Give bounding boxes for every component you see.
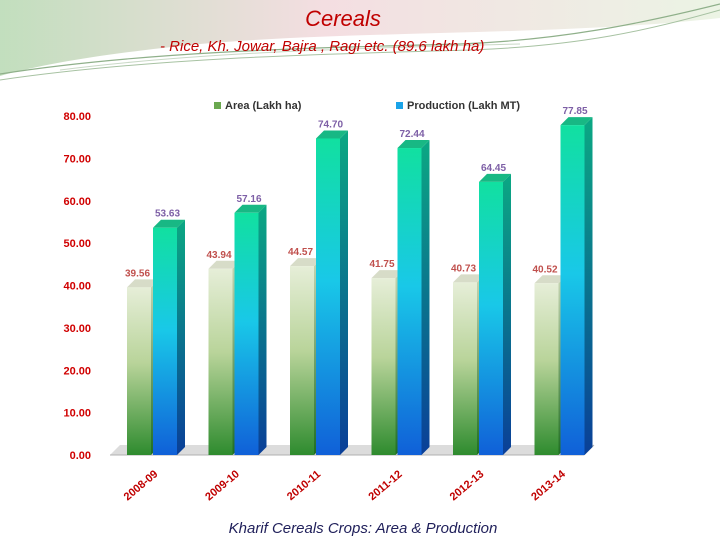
production-bar-side (258, 204, 267, 455)
production-bar-value-label: 72.44 (400, 129, 425, 140)
production-bar (153, 227, 177, 455)
area-bar-value-label: 43.94 (207, 250, 232, 261)
y-tick-label: 70.00 (63, 153, 91, 165)
production-bar (479, 181, 503, 455)
production-bar-side (584, 117, 593, 455)
x-tick-label: 2010-11 (285, 468, 323, 503)
production-bar-side (340, 130, 348, 456)
area-bar (453, 282, 477, 455)
production-bar (560, 125, 585, 455)
y-tick-label: 30.00 (63, 323, 91, 335)
production-bar-top (479, 173, 511, 182)
production-bar-top (397, 140, 430, 149)
production-bar-value-label: 64.45 (481, 163, 506, 174)
legend-swatch-area (214, 102, 221, 109)
area-bar-top (127, 279, 159, 288)
y-tick-label: 20.00 (63, 365, 91, 377)
y-tick-label: 10.00 (63, 408, 91, 420)
area-bar-top (534, 275, 567, 284)
production-bar-side (177, 219, 185, 455)
production-bar-value-label: 77.85 (563, 106, 588, 117)
production-bar-value-label: 57.16 (237, 194, 262, 205)
slide-subtitle: - Rice, Kh. Jowar, Bajra , Ragi etc. (89… (160, 38, 485, 55)
legend-label-area: Area (Lakh ha) (225, 100, 302, 112)
area-bar-value-label: 40.52 (533, 264, 558, 275)
area-bar-value-label: 40.73 (451, 263, 476, 274)
area-bar (127, 287, 151, 455)
y-tick-label: 0.00 (70, 450, 91, 462)
x-tick-label: 2013-14 (529, 468, 568, 504)
production-bar-top (234, 204, 267, 213)
area-bar-top (453, 274, 485, 283)
y-tick-label: 50.00 (63, 238, 91, 250)
x-tick-label: 2011-12 (366, 468, 404, 503)
area-bar-value-label: 44.57 (288, 247, 313, 258)
area-bar-top (208, 260, 241, 269)
y-tick-label: 80.00 (63, 111, 91, 123)
y-tick-label: 40.00 (63, 281, 91, 293)
area-bar-value-label: 39.56 (125, 268, 150, 279)
area-bar (371, 278, 396, 455)
x-tick-label: 2009-10 (203, 468, 242, 503)
area-bar (290, 266, 314, 455)
chart-caption: Kharif Cereals Crops: Area & Production (228, 520, 498, 537)
production-bar (397, 148, 422, 455)
x-tick-label: 2008-09 (122, 468, 161, 503)
area-bar-value-label: 41.75 (370, 259, 395, 270)
production-bar-value-label: 74.70 (318, 119, 343, 130)
y-tick-label: 60.00 (63, 196, 91, 208)
x-tick-label: 2012-13 (448, 468, 487, 503)
legend-label-production: Production (Lakh MT) (407, 100, 520, 112)
area-bar-top (371, 270, 404, 279)
production-bar (234, 212, 259, 455)
production-bar-top (560, 117, 593, 126)
production-bar-top (153, 219, 185, 228)
area-bar-top (290, 258, 322, 267)
area-bar (208, 268, 233, 455)
production-bar-top (316, 130, 348, 139)
production-bar-value-label: 53.63 (155, 209, 180, 220)
production-bar (316, 138, 340, 456)
slide-title: Cereals (305, 6, 381, 31)
area-bar (534, 283, 559, 455)
production-bar-side (503, 173, 511, 455)
legend-swatch-production (396, 102, 403, 109)
production-bar-side (421, 140, 430, 455)
